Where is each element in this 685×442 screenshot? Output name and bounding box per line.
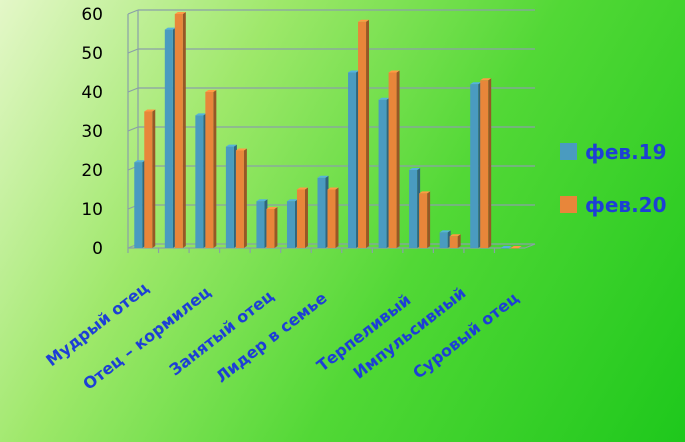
bar: [388, 70, 400, 248]
y-tick-label: 0: [92, 239, 103, 259]
bar: [358, 19, 370, 248]
bar: [439, 230, 451, 248]
bar: [266, 207, 278, 248]
chart-legend: фев.19 фев.20: [560, 140, 667, 217]
floor-edge: [524, 243, 536, 249]
gridline-depth: [127, 87, 139, 93]
bar: [296, 187, 308, 248]
bar: [195, 113, 207, 249]
gridline-depth: [127, 126, 139, 132]
bar: [348, 70, 360, 248]
y-tick-label: 50: [81, 44, 103, 64]
bar: [144, 109, 156, 248]
y-tick-label: 40: [81, 83, 103, 103]
category-label: Отец – кормилец: [79, 282, 214, 394]
bar: [449, 234, 461, 248]
y-tick-label: 60: [81, 5, 103, 25]
bar: [378, 97, 390, 248]
y-tick-label: 10: [81, 200, 103, 220]
legend-label: фев.20: [585, 193, 667, 217]
bar: [480, 78, 492, 248]
bar: [164, 27, 176, 248]
gridline-depth: [127, 48, 139, 54]
bar: [174, 12, 186, 248]
bar: [256, 199, 268, 248]
bar: [419, 191, 431, 248]
y-tick-label: 20: [81, 161, 103, 181]
gridline-depth: [127, 9, 139, 15]
bar: [500, 246, 512, 249]
bar: [317, 175, 329, 248]
bar: [327, 187, 339, 248]
bar: [286, 199, 298, 248]
bar: [225, 144, 237, 248]
y-tick-label: 30: [81, 122, 103, 142]
bar: [134, 160, 146, 248]
y-axis-ticks: 0 10 20 30 40 50 60: [81, 5, 103, 259]
chart-bars: [134, 12, 522, 249]
bar: [409, 168, 421, 248]
legend-label: фев.19: [585, 140, 667, 164]
bar: [235, 148, 247, 248]
category-label: Суровый отец: [409, 288, 522, 382]
bar: [470, 82, 482, 248]
legend-swatch: [560, 143, 577, 160]
legend-swatch: [560, 196, 577, 213]
bar: [510, 246, 522, 249]
bar: [205, 90, 217, 248]
